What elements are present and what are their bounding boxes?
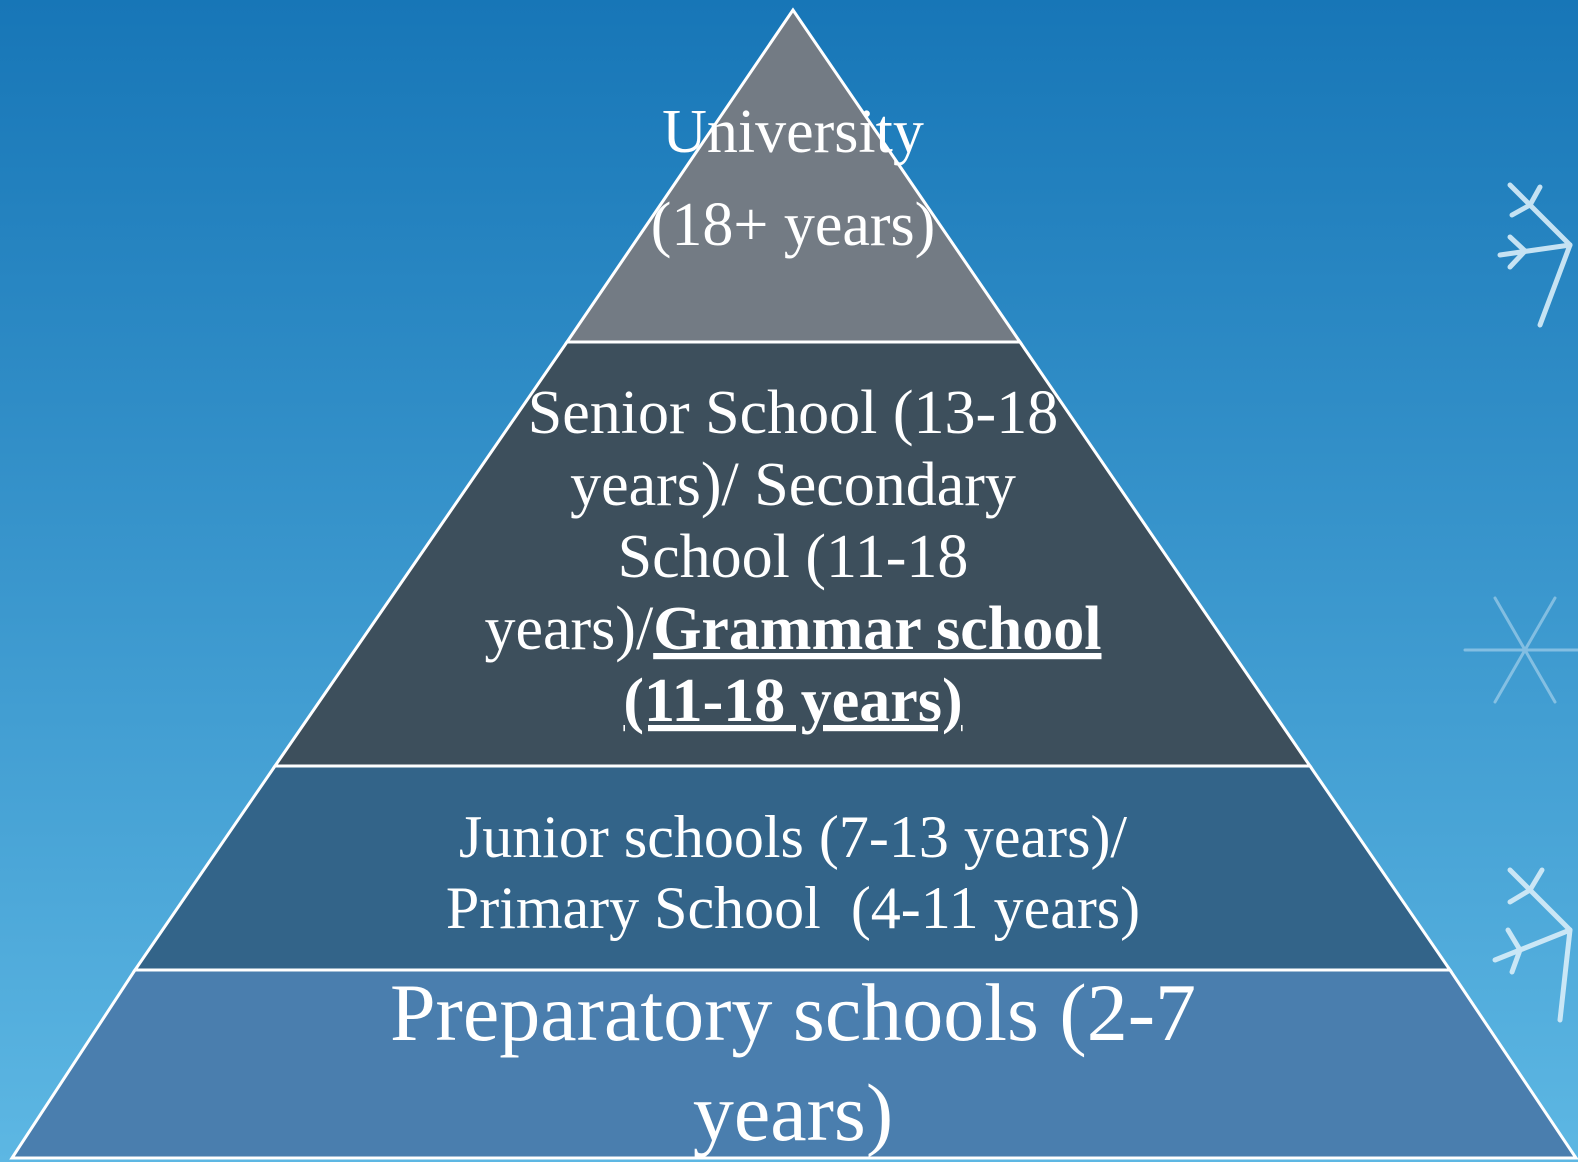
- label-text: years)/: [485, 595, 654, 663]
- label-text: University: [662, 98, 924, 166]
- label-text: years): [693, 1067, 893, 1158]
- layer-label-line: Preparatory schools (2-7: [390, 967, 1196, 1058]
- label-text: Senior School (13-18: [528, 379, 1058, 447]
- layer-label-line: Primary School (4-11 years): [446, 875, 1140, 941]
- label-text: years)/ Secondary: [570, 451, 1016, 519]
- layer-label-line: years)/Grammar school: [485, 595, 1102, 663]
- emphasis-text: Grammar school: [653, 595, 1101, 663]
- slide: University (18+ years) Senior School (13-1…: [0, 0, 1578, 1162]
- label-text: Preparatory schools (2-7: [390, 967, 1196, 1058]
- layer-label-line: years): [693, 1067, 893, 1158]
- label-text: (18+ years): [651, 191, 936, 259]
- layer-label-line: University: [662, 98, 924, 166]
- emphasis-text: (11-18 years): [623, 667, 962, 735]
- layer-label-line: Junior schools (7-13 years)/: [459, 804, 1128, 870]
- layer-label-line: School (11-18: [618, 523, 969, 591]
- layer-label-line: years)/ Secondary: [570, 451, 1016, 519]
- layer-label-line: (11-18 years): [623, 667, 962, 735]
- layer-label-line: Senior School (13-18: [528, 379, 1058, 447]
- label-text: Junior schools (7-13 years)/: [459, 804, 1128, 870]
- label-text: Primary School (4-11 years): [446, 875, 1140, 941]
- layer-label-line: (18+ years): [651, 191, 936, 259]
- page: University (18+ years) Senior School (13-1…: [0, 0, 1578, 1162]
- label-text: School (11-18: [618, 523, 969, 591]
